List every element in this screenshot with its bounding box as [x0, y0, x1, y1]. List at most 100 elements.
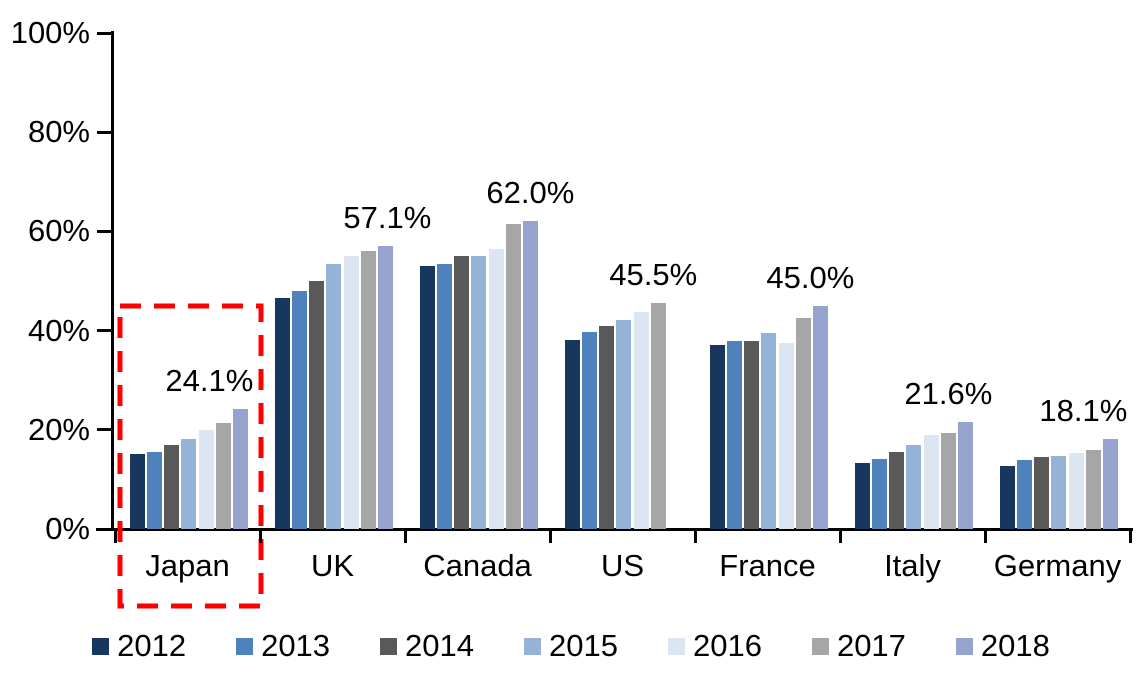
bar-uk-2014 — [309, 281, 325, 529]
x-axis-tick — [1128, 529, 1132, 543]
legend-item-2013: 2013 — [236, 628, 330, 664]
bar-japan-2012 — [130, 454, 145, 529]
data-label-uk: 57.1% — [343, 199, 432, 235]
bar-italy-2013 — [872, 458, 888, 529]
bar-canada-2016 — [488, 248, 504, 529]
bar-canada-2018 — [522, 221, 538, 529]
legend-swatch-2015 — [524, 637, 542, 655]
y-axis-tick — [97, 527, 113, 531]
x-axis-tick — [838, 529, 842, 543]
bar-japan-2014 — [164, 445, 180, 529]
category-label-japan: Japan — [145, 548, 230, 583]
y-axis-tick-label: 80% — [27, 114, 90, 150]
data-label-italy: 21.6% — [904, 375, 993, 411]
y-axis-tick — [97, 428, 113, 432]
bar-canada-2012 — [420, 266, 435, 529]
data-label-us: 45.5% — [609, 257, 698, 293]
bar-japan-2013 — [147, 452, 163, 529]
legend-label-2018: 2018 — [980, 628, 1050, 663]
bar-france-2014 — [744, 340, 760, 529]
y-axis-tick — [97, 229, 113, 233]
y-axis-tick — [97, 130, 113, 134]
y-axis-tick-label: 20% — [27, 411, 90, 447]
y-axis-tick-label: 0% — [45, 511, 90, 546]
bar-japan-2017 — [215, 423, 231, 529]
legend-item-2012: 2012 — [92, 628, 186, 664]
data-label-france: 45.0% — [766, 259, 855, 295]
bar-canada-2017 — [505, 223, 521, 529]
category-label-italy: Italy — [884, 548, 941, 583]
legend-label-2017: 2017 — [836, 628, 906, 663]
bar-germany-2014 — [1034, 457, 1050, 529]
bar-italy-2012 — [855, 463, 870, 529]
bar-germany-2016 — [1068, 453, 1084, 529]
category-label-germany: Germany — [993, 548, 1122, 583]
bar-germany-2012 — [1000, 466, 1015, 529]
data-label-japan: 24.1% — [165, 363, 254, 399]
bar-uk-2018 — [377, 245, 393, 529]
y-axis-tick — [97, 31, 113, 35]
bar-germany-2018 — [1102, 439, 1118, 529]
x-axis-tick — [403, 529, 407, 543]
legend-item-2014: 2014 — [380, 628, 474, 664]
bar-italy-2014 — [889, 452, 905, 529]
x-axis-tick — [113, 529, 117, 543]
bar-germany-2013 — [1017, 459, 1033, 529]
legend-swatch-2014 — [380, 637, 398, 655]
legend-item-2016: 2016 — [667, 628, 762, 664]
data-label-germany: 18.1% — [1039, 393, 1128, 429]
bar-germany-2017 — [1085, 449, 1101, 529]
legend-swatch-2018 — [955, 637, 973, 655]
bar-uk-2012 — [275, 298, 290, 529]
legend-label-2012: 2012 — [117, 628, 187, 663]
y-axis-line — [111, 31, 114, 531]
legend-label-2015: 2015 — [549, 628, 618, 663]
japan-highlight-rect — [117, 303, 264, 609]
category-label-us: US — [600, 548, 645, 583]
category-label-canada: Canada — [423, 548, 532, 583]
category-label-france: France — [719, 548, 816, 583]
bar-us-2013 — [582, 331, 598, 529]
bar-uk-2016 — [343, 256, 359, 529]
bar-japan-2018 — [232, 409, 248, 529]
bar-japan-2016 — [198, 429, 214, 529]
bar-us-2012 — [565, 339, 580, 529]
x-axis-line — [96, 528, 1133, 531]
legend-item-2015: 2015 — [524, 628, 618, 664]
legend-swatch-2013 — [236, 637, 254, 655]
bar-uk-2013 — [292, 290, 308, 529]
bar-france-2016 — [778, 343, 794, 529]
bar-italy-2015 — [906, 444, 922, 529]
legend-label-2016: 2016 — [692, 628, 762, 663]
y-axis-tick-label: 60% — [27, 213, 90, 249]
x-axis-tick — [693, 529, 697, 543]
legend-swatch-2012 — [92, 637, 110, 655]
bar-us-2014 — [599, 325, 615, 529]
legend-label-2014: 2014 — [405, 628, 475, 663]
legend-item-2017: 2017 — [811, 628, 906, 664]
bar-canada-2013 — [437, 263, 453, 529]
x-axis-tick — [258, 529, 262, 543]
x-axis-tick — [548, 529, 552, 543]
legend-label-2013: 2013 — [261, 628, 331, 663]
bar-france-2018 — [812, 305, 828, 529]
x-axis-tick — [983, 529, 987, 543]
y-axis-tick-label: 100% — [10, 15, 90, 50]
bar-us-2017 — [650, 303, 666, 529]
bar-france-2017 — [795, 318, 811, 529]
bar-germany-2015 — [1051, 455, 1067, 529]
bar-italy-2016 — [923, 434, 939, 529]
bar-canada-2015 — [471, 256, 487, 529]
bar-us-2015 — [616, 319, 632, 529]
bar-uk-2015 — [326, 263, 342, 529]
bar-us-2016 — [633, 312, 649, 529]
bar-france-2015 — [761, 333, 777, 529]
legend-item-2018: 2018 — [955, 628, 1050, 664]
bar-uk-2017 — [360, 251, 376, 529]
y-axis-tick — [97, 329, 113, 333]
legend: 2012 2013 2014 2015 2016 2017 2018 — [0, 628, 1142, 664]
category-label-uk: UK — [310, 548, 355, 583]
data-label-canada: 62.0% — [486, 175, 575, 211]
bar-canada-2014 — [454, 256, 470, 529]
